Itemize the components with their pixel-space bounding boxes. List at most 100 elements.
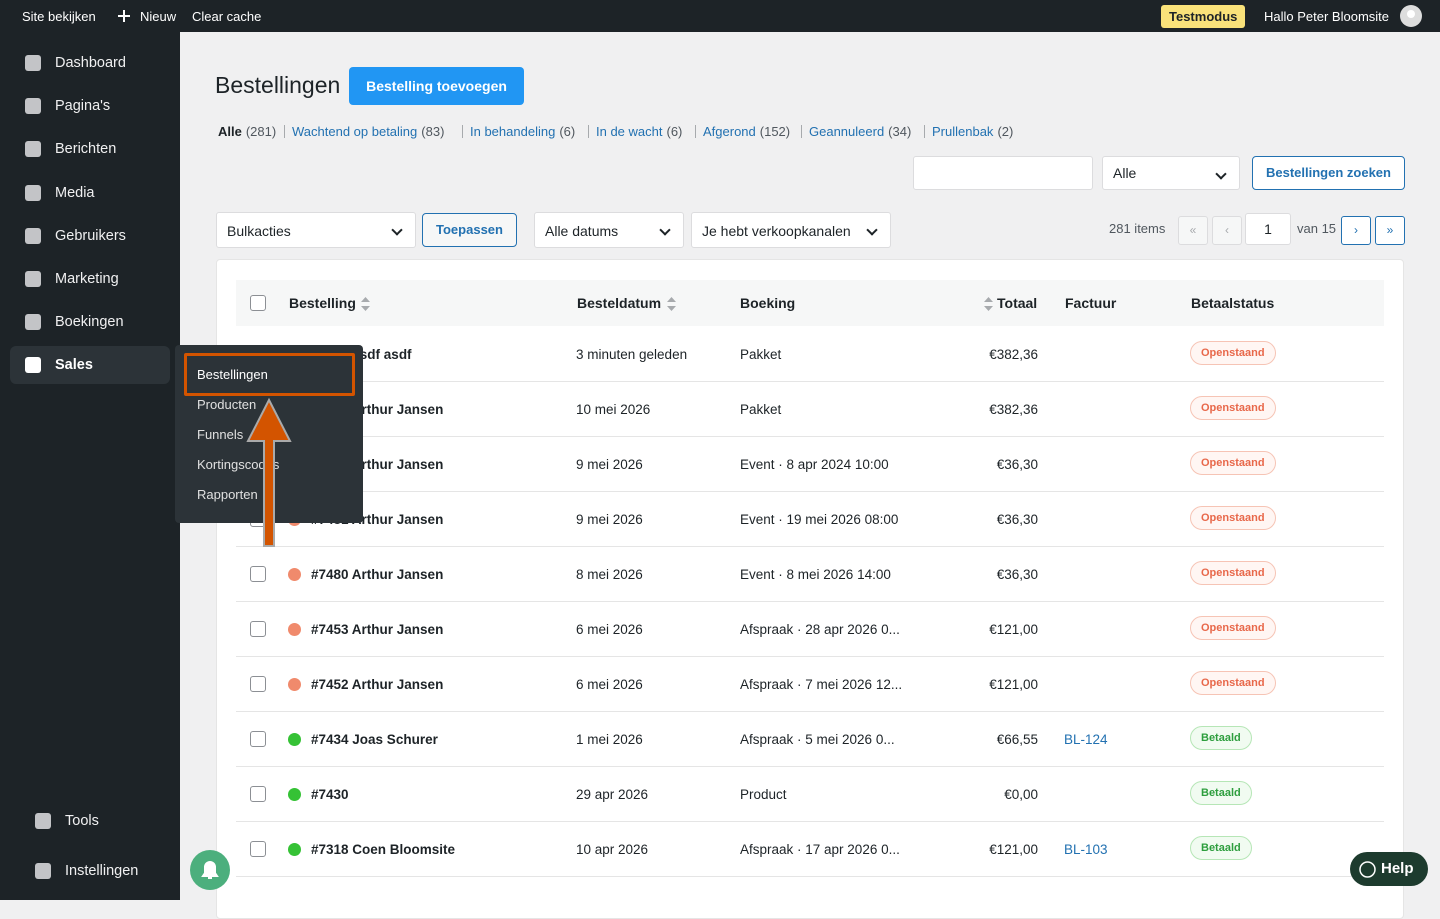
plus-icon (118, 10, 130, 22)
order-name[interactable]: #7434 Joas Schurer (311, 732, 438, 747)
filter-link[interactable]: Afgerond (152) (703, 124, 790, 139)
row-checkbox[interactable] (250, 786, 266, 802)
filter-label: Wachtend op betaling (292, 124, 418, 139)
filter-count: (152) (759, 124, 791, 139)
status-dot (288, 623, 301, 636)
order-date: 29 apr 2026 (576, 787, 649, 802)
order-name[interactable]: #7318 Coen Bloomsite (311, 842, 456, 857)
search-button[interactable]: Bestellingen zoeken (1252, 156, 1405, 190)
booking: Event · 8 mei 2026 14:00 (740, 567, 891, 582)
column-header[interactable]: Bestelling (289, 295, 356, 311)
sidebar-item[interactable]: Marketing (10, 260, 170, 298)
avatar[interactable] (1400, 5, 1422, 27)
order-name[interactable]: #7480 Arthur Jansen (311, 567, 444, 582)
column-header: Factuur (1065, 295, 1117, 311)
filter-link[interactable]: Wachtend op betaling (83) (292, 124, 444, 139)
column-header: Boeking (740, 295, 796, 311)
submenu-item[interactable]: Bestellingen (197, 367, 268, 382)
sort-icon[interactable] (667, 297, 676, 311)
row-checkbox[interactable] (250, 841, 266, 857)
sidebar-item[interactable]: Pagina's (10, 87, 170, 125)
row-divider (236, 711, 1384, 712)
column-header[interactable]: Besteldatum (577, 295, 662, 311)
booking: Afspraak · 5 mei 2026 0... (740, 732, 895, 747)
date-select[interactable]: Alle datums (534, 212, 684, 248)
page-body: Site bekijken Nieuw Clear cache Testmodu… (0, 0, 1440, 900)
booking: Pakket (740, 347, 782, 362)
filter-link[interactable]: Alle (281) (218, 124, 276, 139)
sidebar-item[interactable]: Gebruikers (10, 217, 170, 255)
search-input[interactable] (913, 156, 1093, 190)
channel-select[interactable]: Je hebt verkoopkanalen (691, 212, 891, 248)
row-divider (236, 546, 1384, 547)
menu-label: Media (55, 185, 95, 201)
row-checkbox[interactable] (250, 566, 266, 582)
menu-icon (25, 357, 41, 373)
select-all-checkbox[interactable] (250, 295, 266, 311)
submenu-item[interactable]: Producten (197, 397, 257, 412)
menu-icon (25, 98, 41, 114)
submenu-item[interactable]: Funnels (197, 427, 244, 442)
row-checkbox[interactable] (250, 731, 266, 747)
menu-icon (35, 813, 51, 829)
sidebar-item[interactable]: Media (10, 174, 170, 212)
order-name[interactable]: #7452 Arthur Jansen (311, 677, 444, 692)
next-page[interactable]: › (1341, 216, 1371, 245)
sidebar-item[interactable]: Boekingen (10, 303, 170, 341)
filter-count: (83) (421, 124, 445, 139)
bulk-select[interactable]: Bulkacties (216, 212, 416, 248)
separator (462, 125, 463, 138)
annotation-arrow (246, 397, 292, 547)
invoice-link[interactable]: BL-103 (1064, 842, 1108, 857)
separator (588, 125, 589, 138)
page-input[interactable]: 1 (1245, 213, 1291, 245)
apply-button[interactable]: Toepassen (422, 213, 517, 247)
menu-label: Instellingen (65, 863, 139, 879)
prev-page: ‹ (1212, 216, 1242, 245)
top-link[interactable]: Nieuw (140, 9, 177, 24)
order-date: 9 mei 2026 (576, 457, 643, 472)
status-badge: Openstaand (1190, 616, 1276, 640)
sidebar-item[interactable]: Berichten (10, 130, 170, 168)
menu-label: Berichten (55, 141, 117, 157)
add-order-button[interactable]: Bestelling toevoegen (349, 67, 524, 105)
row-checkbox[interactable] (250, 621, 266, 637)
menu-label: Gebruikers (55, 228, 126, 244)
filter-link[interactable]: In de wacht (6) (596, 124, 682, 139)
filter-label: In de wacht (596, 124, 663, 139)
greeting[interactable]: Hallo Peter Bloomsite (1264, 9, 1389, 24)
sidebar-item[interactable]: Sales (10, 346, 170, 384)
sidebar-item[interactable]: Instellingen (10, 852, 170, 890)
notification-button[interactable] (190, 850, 230, 890)
filter-link[interactable]: In behandeling (6) (470, 124, 575, 139)
search-select[interactable]: Alle (1102, 156, 1240, 190)
help-button[interactable]: Help (1350, 852, 1428, 886)
order-name[interactable]: #7430 (311, 787, 349, 802)
order-date: 6 mei 2026 (576, 622, 643, 637)
sidebar-item[interactable]: Tools (10, 802, 170, 840)
filter-label: Afgerond (703, 124, 756, 139)
submenu-item[interactable]: Rapporten (197, 487, 258, 502)
sort-icon[interactable] (984, 297, 993, 311)
status-badge: Betaald (1190, 781, 1252, 805)
row-checkbox[interactable] (250, 676, 266, 692)
column-header: Betaalstatus (1191, 295, 1275, 311)
page-title: Bestellingen (215, 72, 341, 98)
submenu-item[interactable]: Kortingscodes (197, 457, 280, 472)
last-page[interactable]: » (1375, 216, 1405, 245)
column-header[interactable]: Totaal (997, 295, 1038, 311)
sort-icon[interactable] (361, 297, 370, 311)
filter-label: In behandeling (470, 124, 556, 139)
row-divider (236, 381, 1384, 382)
sidebar-item[interactable]: Dashboard (10, 44, 170, 82)
invoice-link[interactable]: BL-124 (1064, 732, 1108, 747)
filter-link[interactable]: Prullenbak (2) (932, 124, 1013, 139)
menu-label: Dashboard (55, 55, 126, 71)
item-count: 281 items (1109, 221, 1166, 236)
order-name[interactable]: #7453 Arthur Jansen (311, 622, 444, 637)
filter-link[interactable]: Geannuleerd (34) (809, 124, 911, 139)
top-link[interactable]: Clear cache (192, 9, 262, 24)
first-page: « (1178, 216, 1208, 245)
top-link[interactable]: Site bekijken (22, 9, 96, 24)
menu-icon (25, 141, 41, 157)
